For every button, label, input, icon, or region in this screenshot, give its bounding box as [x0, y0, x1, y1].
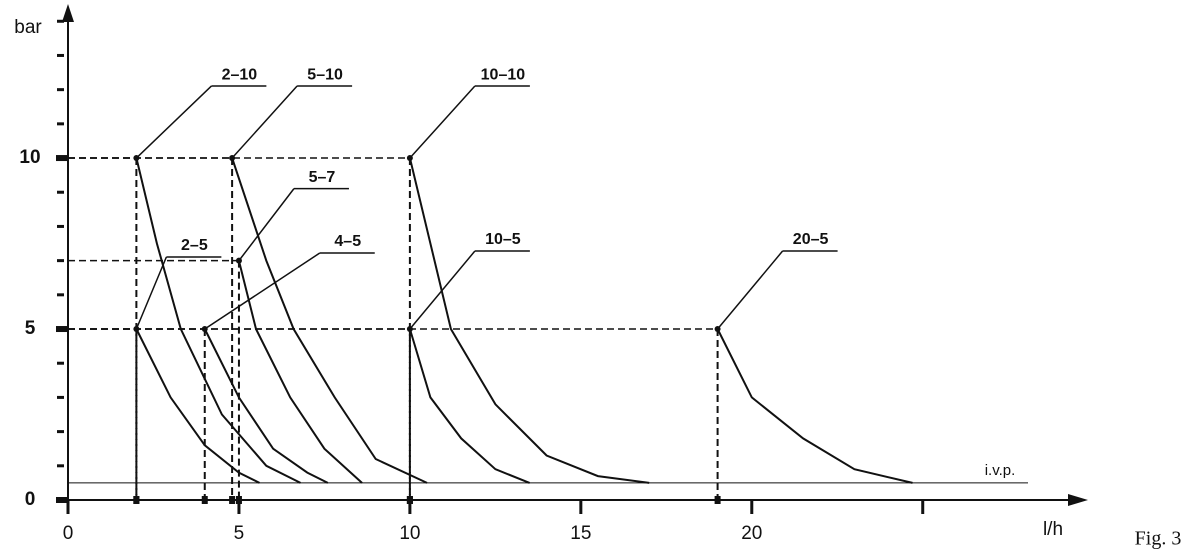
- reference-label: i.v.p.: [985, 462, 1016, 479]
- curve: [237, 260, 363, 484]
- leader-line: [238, 188, 295, 262]
- y-axis-label: bar: [14, 17, 42, 38]
- y-tick-label: 5: [25, 318, 36, 339]
- curve: [408, 157, 650, 484]
- series-label: 4–5: [334, 233, 361, 250]
- x-axis-label: l/h: [1043, 519, 1063, 540]
- curve: [135, 328, 260, 484]
- leader-line: [135, 256, 168, 330]
- axis-marker: [406, 496, 413, 504]
- y-tick: [56, 326, 68, 333]
- axis-marker: [235, 496, 242, 504]
- y-tick-label: 0: [25, 489, 36, 510]
- leader-line: [204, 252, 321, 330]
- series-label: 5–7: [309, 169, 336, 186]
- curve: [408, 328, 530, 484]
- series-label: 10–10: [481, 66, 526, 83]
- series-label: 10–5: [485, 231, 521, 248]
- y-axis-arrow: [62, 4, 74, 22]
- leader-line: [409, 85, 476, 159]
- axis-marker: [714, 496, 721, 504]
- x-tick-label: 5: [234, 523, 245, 544]
- x-tick-label: 0: [63, 523, 74, 544]
- leader-line: [231, 85, 298, 159]
- curve: [716, 328, 913, 484]
- x-tick-label: 20: [741, 523, 762, 544]
- curve: [203, 328, 329, 484]
- curve: [231, 157, 428, 484]
- axis-marker: [229, 496, 236, 504]
- series-label: 5–10: [307, 66, 343, 83]
- y-tick: [56, 155, 68, 162]
- axis-marker: [133, 496, 140, 504]
- leader-line: [717, 250, 784, 330]
- x-axis-arrow: [1068, 494, 1088, 506]
- series-label: 2–10: [222, 66, 258, 83]
- axis-marker: [201, 496, 208, 504]
- figure-label: Fig. 3: [1135, 528, 1182, 550]
- x-tick-label: 15: [570, 523, 591, 544]
- curve: [135, 157, 301, 484]
- series-label: 20–5: [793, 231, 829, 248]
- leader-line: [409, 250, 476, 330]
- y-tick: [56, 497, 68, 503]
- leader-line: [135, 85, 212, 159]
- y-tick-label: 10: [19, 147, 40, 168]
- series-label: 2–5: [181, 237, 208, 254]
- x-tick-label: 10: [399, 523, 420, 544]
